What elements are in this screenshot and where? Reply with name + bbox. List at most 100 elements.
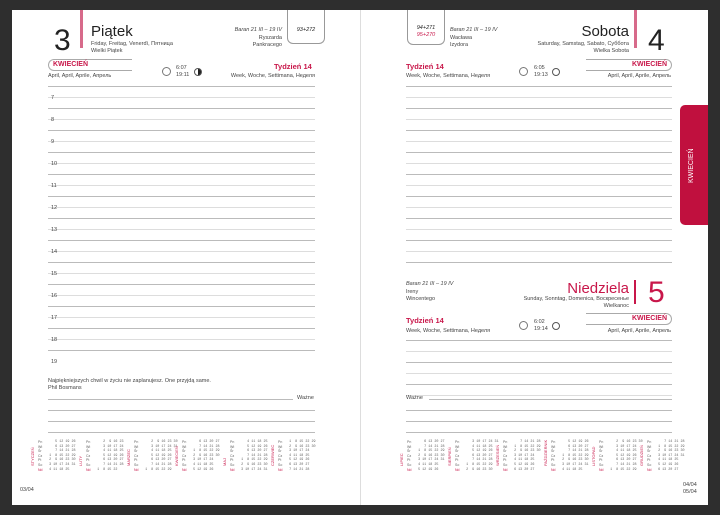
weekday-label: Pn [647, 440, 652, 444]
mini-calendar: PAŹDZIERNIK Pn Wt Śr Cz Pt So Nd 5 12 19 26 6 1… [543, 438, 591, 478]
sunset: 19:13 [534, 72, 548, 78]
weekday-labels: Pn Wt Śr Cz Pt So Nd [86, 440, 90, 472]
hour-line [48, 240, 315, 241]
note-line [406, 185, 672, 186]
hour-label: 8 [51, 117, 55, 123]
weekday-label: Nd [230, 467, 235, 472]
weekday-label: Wt [551, 444, 556, 449]
weekday-label: Pn [230, 440, 235, 444]
moon-phase-icon [552, 322, 560, 330]
weekday-label: So [278, 462, 283, 467]
weekday-label: Śr [599, 449, 603, 454]
weekday-labels: Pn Wt Śr Cz Pt So Nd [230, 440, 234, 472]
mini-calendar: CZERWIEC Pn Wt Śr Cz Pt So Nd 1 8 15 22 29 2 9 … [270, 438, 318, 478]
hour-label: 19 [51, 359, 58, 365]
day-count: 93+272 [296, 27, 316, 33]
weekday-label: Pn [503, 440, 508, 444]
weekday-labels: Pn Wt Śr Cz Pt So Nd [503, 440, 507, 472]
note-line [406, 108, 672, 109]
weekday-label: Nd [599, 467, 604, 472]
accent-bar [634, 10, 637, 48]
hour-label: 9 [51, 139, 55, 145]
weekday-label: Nd [551, 467, 556, 472]
hour-label: 11 [51, 183, 57, 189]
note-line [406, 174, 672, 175]
week-translations: Week, Woche, Settimana, Неделя [406, 328, 491, 334]
hour-label: 14 [51, 249, 58, 255]
quote: Najpiękniejszych chwil w życiu nie zapla… [48, 378, 211, 384]
zodiac: Baran 21 III – 19 IV [450, 27, 498, 33]
weekday-label: Pt [551, 458, 555, 463]
holiday: Wielka Sobota [593, 48, 629, 54]
sunset: 19:11 [176, 72, 190, 78]
weekday-label: Wt [230, 444, 235, 449]
mini-calendar-days: 2 9 16 23 30 3 10 17 24 31 4 11 18 25 5 … [145, 440, 178, 472]
weekday-label: Nd [38, 467, 43, 472]
mini-calendar-month: WRZESIEŃ [495, 444, 500, 466]
hour-line [48, 130, 315, 131]
hour-label: 12 [51, 205, 58, 211]
weekday-label: Pn [38, 440, 43, 444]
mini-calendar: MARZEC Pn Wt Śr Cz Pt So Nd 2 9 16 23 30 3 10 1… [126, 438, 178, 478]
day-number: 3 [54, 24, 71, 57]
weekday-label: Nd [182, 467, 187, 472]
mini-calendar-month: KWIECIEŃ [174, 446, 179, 466]
note-line [429, 399, 672, 400]
day-translations: Saturday, Samstag, Sabato, Суббота [537, 41, 629, 47]
note-line [406, 384, 672, 385]
hour-label: 17 [51, 315, 58, 321]
note-line [406, 229, 672, 230]
hour-label: 7 [51, 95, 55, 101]
important-label: Ważne [406, 395, 423, 401]
month-tab[interactable]: KWIECIEŃ [680, 105, 708, 225]
weekday-label: So [134, 462, 139, 467]
hour-line [48, 141, 315, 142]
hour-line [48, 284, 315, 285]
note-line [48, 399, 293, 400]
weekday-label: Śr [86, 449, 90, 454]
weekday-label: Cz [230, 453, 235, 458]
weekday-label: Śr [38, 449, 42, 454]
hour-line [48, 317, 315, 318]
page-ref: 03/04 [20, 487, 34, 493]
note-line [406, 218, 672, 219]
weekday-labels: Pn Wt Śr Cz Pt So Nd [134, 440, 138, 472]
weekday-label: Pt [647, 458, 651, 463]
note-line [406, 262, 672, 263]
hour-line [48, 306, 315, 307]
weekday-label: So [38, 462, 43, 467]
week-number: Tydzień 14 [406, 316, 444, 325]
sunrise: 6:02 [534, 319, 545, 325]
week-translations: Week, Woche, Settimana, Неделя [230, 73, 315, 79]
hour-line [48, 174, 315, 175]
weekday-label: Pt [134, 458, 138, 463]
hour-line [48, 218, 315, 219]
hour-line [48, 229, 315, 230]
hour-line [48, 152, 315, 153]
hour-line [48, 86, 315, 87]
note-line [406, 362, 672, 363]
weekday-label: Śr [230, 449, 234, 454]
weekday-label: Wt [278, 444, 283, 449]
day-name: Niedziela [567, 280, 629, 297]
mini-calendar-month: LISTOPAD [591, 446, 596, 466]
mini-calendar: MAJ Pn Wt Śr Cz Pt So Nd 4 11 18 25 5 12 19 26 … [222, 438, 270, 478]
weekday-label: Cz [86, 453, 91, 458]
weekday-label: Cz [455, 453, 460, 458]
weekday-labels: Pn Wt Śr Cz Pt So Nd [38, 440, 42, 472]
weekday-label: So [455, 462, 460, 467]
weekday-label: Pn [599, 440, 604, 444]
mini-calendar-days: 3 10 17 24 31 4 11 18 25 5 12 19 26 6 13… [466, 440, 499, 472]
note-line [406, 251, 672, 252]
mini-calendar-month: LUTY [78, 455, 83, 466]
weekday-label: Pt [182, 458, 186, 463]
hour-label: 15 [51, 271, 58, 277]
mini-calendar-month: PAŹDZIERNIK [543, 439, 548, 466]
month-label: KWIECIEŃ [586, 59, 672, 71]
weekday-label: Cz [38, 453, 43, 458]
hour-label: 13 [51, 227, 58, 233]
weekday-label: Wt [407, 444, 412, 449]
weekday-label: Wt [134, 444, 139, 449]
hour-line [48, 108, 315, 109]
page-ref-sunday: 05/04 [683, 489, 697, 495]
